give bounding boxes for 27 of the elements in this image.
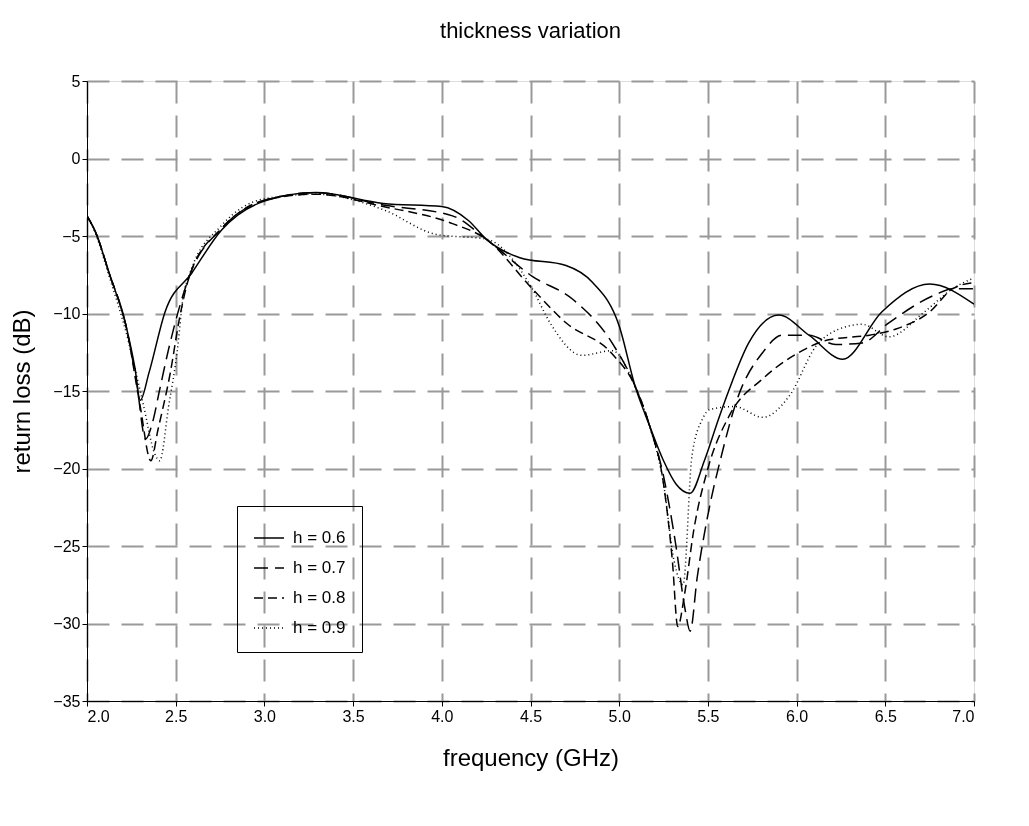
y-tick-label: −5 <box>62 227 81 245</box>
x-tick-label: 2.0 <box>87 707 110 725</box>
x-tick-label: 4.5 <box>519 707 543 725</box>
y-tick-label: 5 <box>71 72 81 90</box>
x-tick-label: 3.0 <box>253 707 277 725</box>
y-tick-label: −35 <box>53 692 81 710</box>
y-axis-title: return loss (dB) <box>8 309 36 474</box>
legend-label: h = 0.8 <box>293 588 346 607</box>
x-axis-title: frequency (GHz) <box>442 743 620 771</box>
y-tick-label: −20 <box>53 460 81 477</box>
x-tick-label: 3.5 <box>342 707 365 725</box>
x-tick-label: 4.0 <box>431 707 454 725</box>
y-tick-label: −30 <box>53 615 81 632</box>
x-tick-label: 6.5 <box>874 707 898 725</box>
legend-label: h = 0.9 <box>293 618 346 637</box>
chart-title: thickness variation <box>440 18 621 43</box>
y-tick-label: −10 <box>53 305 81 322</box>
y-tick-label: −25 <box>53 537 81 555</box>
x-tick-label: 5.0 <box>608 707 631 725</box>
y-tick-label: 0 <box>71 150 81 167</box>
y-tick-label: −15 <box>53 382 81 400</box>
x-tick-label: 2.5 <box>165 707 188 725</box>
x-tick-label: 6.0 <box>785 707 809 725</box>
x-tick-label: 5.5 <box>697 707 720 725</box>
x-tick-label: 7.0 <box>952 707 975 725</box>
legend-label: h = 0.6 <box>293 528 346 547</box>
legend-label: h = 0.7 <box>293 558 346 577</box>
